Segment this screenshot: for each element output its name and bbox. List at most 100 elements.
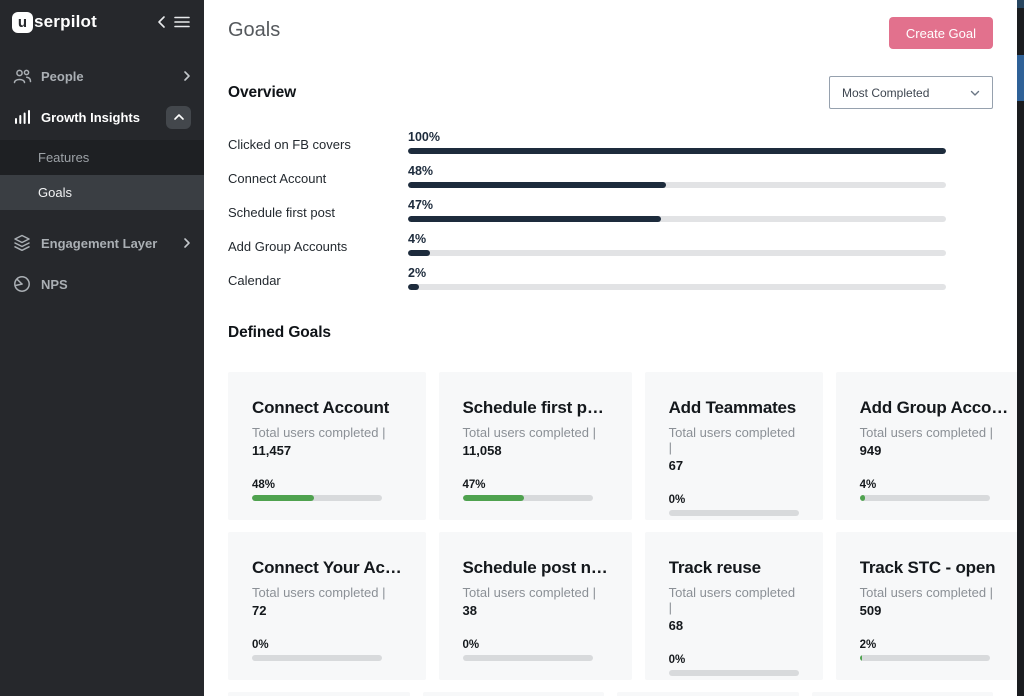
goal-card[interactable]: Add Group Acco… Total users completed | … bbox=[836, 372, 1017, 520]
scrollbar-top-cap bbox=[1017, 0, 1024, 8]
goal-card-percent: 0% bbox=[463, 639, 608, 651]
main-content: Goals Create Goal Overview Most Complete… bbox=[204, 0, 1017, 696]
goal-cards-next-row bbox=[228, 692, 993, 696]
goal-card-stat-label: Total users completed | bbox=[463, 585, 608, 600]
goal-card-total: 68 bbox=[669, 618, 799, 633]
goal-card-percent: 47% bbox=[463, 479, 608, 491]
overview-row: Clicked on FB covers 100% bbox=[228, 130, 993, 154]
overview-row-percent: 2% bbox=[408, 266, 946, 280]
sidebar-subitem-label: Goals bbox=[38, 185, 72, 200]
overview-row: Schedule first post 47% bbox=[228, 198, 993, 222]
defined-goals-head: Defined Goals bbox=[228, 324, 993, 342]
overview-row-percent: 100% bbox=[408, 130, 946, 144]
overview-row: Calendar 2% bbox=[228, 266, 993, 290]
overview-row-bar-fill bbox=[408, 250, 430, 256]
goal-card-percent: 48% bbox=[252, 479, 402, 491]
goal-card-total: 72 bbox=[252, 603, 402, 618]
chevron-right-icon bbox=[183, 70, 191, 82]
goal-card-partial[interactable] bbox=[617, 692, 799, 696]
overview-row-bar-fill bbox=[408, 216, 661, 222]
goal-card[interactable]: Connect Your Ac… Total users completed |… bbox=[228, 532, 426, 680]
overview-row-label: Schedule first post bbox=[228, 198, 408, 222]
overview-row-bar-fill bbox=[408, 284, 419, 290]
goal-card-percent: 0% bbox=[252, 639, 402, 651]
goal-card-partial[interactable] bbox=[228, 692, 410, 696]
goal-card[interactable]: Connect Account Total users completed | … bbox=[228, 372, 426, 520]
goal-card-stat-label: Total users completed | bbox=[860, 425, 1008, 440]
goal-card-stat-label: Total users completed | bbox=[252, 585, 402, 600]
gauge-icon bbox=[12, 275, 32, 293]
goal-card-partial[interactable] bbox=[812, 692, 994, 696]
sidebar-subitem-goals[interactable]: Goals bbox=[0, 175, 204, 210]
sidebar-item-label: NPS bbox=[41, 277, 191, 292]
chevron-right-icon bbox=[183, 237, 191, 249]
create-goal-button[interactable]: Create Goal bbox=[889, 17, 993, 49]
goal-card-bar bbox=[669, 510, 799, 516]
collapse-sidebar-icon[interactable] bbox=[156, 15, 167, 29]
sort-dropdown[interactable]: Most Completed bbox=[829, 76, 993, 109]
goal-card-total: 11,457 bbox=[252, 443, 402, 458]
goal-card-title: Connect Your Ac… bbox=[252, 558, 402, 578]
goal-card-percent: 4% bbox=[860, 479, 1008, 491]
overview-row-percent: 47% bbox=[408, 198, 946, 212]
overview-row-label: Calendar bbox=[228, 266, 408, 290]
sidebar: u serpilot bbox=[0, 0, 204, 696]
chevron-down-icon bbox=[970, 86, 980, 100]
goal-card-bar bbox=[252, 655, 382, 661]
goal-card-percent: 0% bbox=[669, 654, 799, 666]
goal-card[interactable]: Add Teammates Total users completed | 67… bbox=[645, 372, 823, 520]
goal-card-bar-fill bbox=[463, 495, 524, 501]
goal-card[interactable]: Track STC - open Total users completed |… bbox=[836, 532, 1017, 680]
goal-card-stat-label: Total users completed | bbox=[860, 585, 1008, 600]
sidebar-item-label: Growth Insights bbox=[41, 110, 166, 125]
goal-card-title: Schedule post n… bbox=[463, 558, 608, 578]
sidebar-subitem-features[interactable]: Features bbox=[0, 140, 204, 175]
sidebar-item-people[interactable]: People bbox=[0, 58, 204, 94]
goal-card-bar-fill bbox=[860, 495, 865, 501]
goal-card-percent: 0% bbox=[669, 494, 799, 506]
goal-card-title: Track reuse bbox=[669, 558, 799, 578]
scrollbar-thumb[interactable] bbox=[1017, 55, 1024, 101]
sidebar-item-growth-insights[interactable]: Growth Insights bbox=[0, 99, 204, 135]
overview-row: Add Group Accounts 4% bbox=[228, 232, 993, 256]
goal-card-partial[interactable] bbox=[423, 692, 605, 696]
overview-row-bar-fill bbox=[408, 182, 666, 188]
overview-heading: Overview bbox=[228, 84, 296, 102]
sidebar-nav: People Growth Insights bbox=[0, 58, 204, 302]
userpilot-logo-text: serpilot bbox=[34, 12, 97, 32]
page-scrollbar[interactable] bbox=[1017, 0, 1024, 696]
sidebar-item-label: Engagement Layer bbox=[41, 236, 183, 251]
goal-card[interactable]: Track reuse Total users completed | 68 0… bbox=[645, 532, 823, 680]
userpilot-logo: u serpilot bbox=[12, 12, 97, 33]
bar-chart-icon bbox=[12, 109, 32, 125]
overview-row-percent: 4% bbox=[408, 232, 946, 246]
overview-section-head: Overview Most Completed bbox=[228, 76, 993, 109]
overview-row-percent: 48% bbox=[408, 164, 946, 178]
goal-card-total: 38 bbox=[463, 603, 608, 618]
collapse-section-button[interactable] bbox=[166, 106, 191, 129]
people-icon bbox=[12, 68, 32, 85]
app-window: u serpilot bbox=[0, 0, 1024, 696]
goal-card-bar bbox=[860, 495, 990, 501]
sidebar-header: u serpilot bbox=[0, 0, 204, 34]
sidebar-item-nps[interactable]: NPS bbox=[0, 266, 204, 302]
overview-rows: Clicked on FB covers 100% Connect Accoun… bbox=[228, 130, 993, 290]
overview-row: Connect Account 48% bbox=[228, 164, 993, 188]
goal-card-percent: 2% bbox=[860, 639, 1008, 651]
goal-card-stat-label: Total users completed | bbox=[463, 425, 608, 440]
goal-card[interactable]: Schedule first p… Total users completed … bbox=[439, 372, 632, 520]
menu-icon[interactable] bbox=[174, 15, 190, 29]
goal-card-bar bbox=[252, 495, 382, 501]
goal-card-total: 509 bbox=[860, 603, 1008, 618]
goal-card-total: 949 bbox=[860, 443, 1008, 458]
sidebar-subitem-label: Features bbox=[38, 150, 89, 165]
layers-icon bbox=[12, 234, 32, 252]
goal-card-bar-fill bbox=[252, 495, 314, 501]
defined-goals-heading: Defined Goals bbox=[228, 324, 993, 342]
page-title: Goals bbox=[228, 19, 280, 42]
goal-card-title: Connect Account bbox=[252, 398, 402, 418]
sort-dropdown-value: Most Completed bbox=[842, 86, 929, 100]
sidebar-item-engagement-layer[interactable]: Engagement Layer bbox=[0, 225, 204, 261]
goal-card[interactable]: Schedule post n… Total users completed |… bbox=[439, 532, 632, 680]
goal-card-stat-label: Total users completed | bbox=[252, 425, 402, 440]
